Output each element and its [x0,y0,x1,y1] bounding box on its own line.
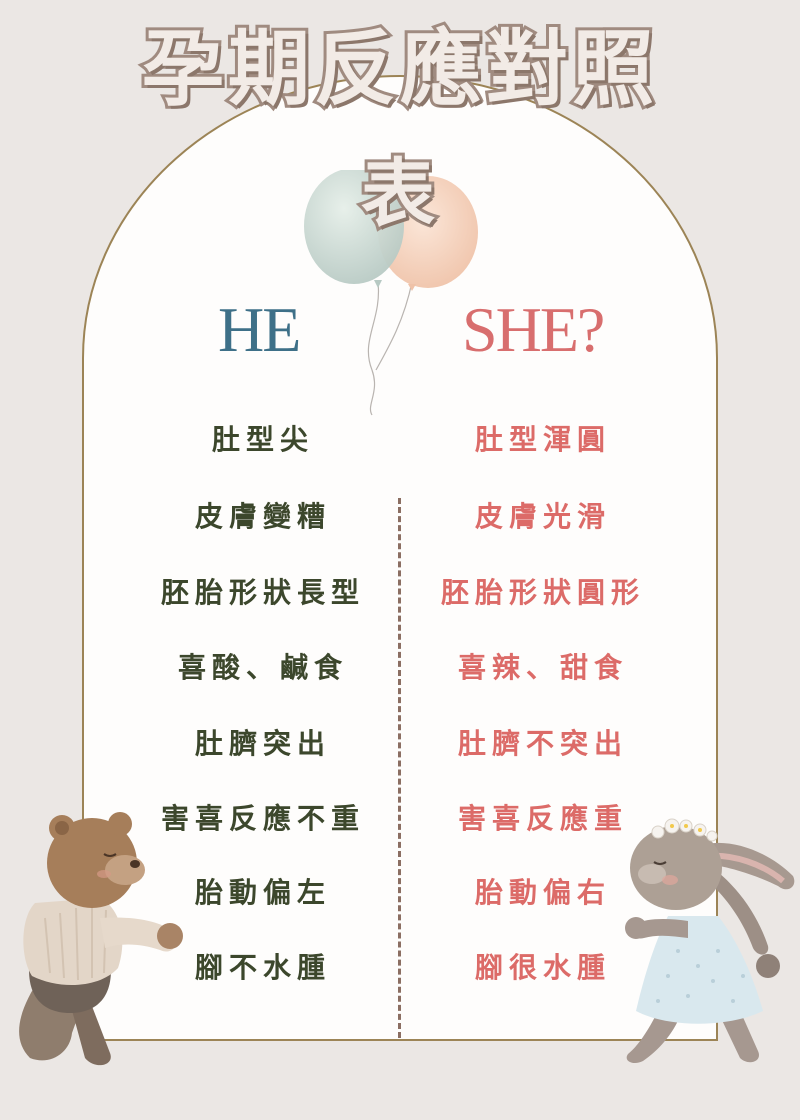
he-item: 腳不水腫 [194,951,331,984]
she-item: 肚臍不突出 [457,727,628,760]
he-item: 胎動偏左 [194,876,331,909]
he-heading: HE [218,294,301,365]
page-title-line-1: 孕期反應對照 [139,19,658,120]
she-item: 肚型渾圓 [474,423,611,456]
page-title-line-2: 表 [358,148,439,240]
he-item: 害喜反應不重 [160,802,365,835]
she-item: 喜辣、甜食 [457,651,628,684]
bunny-illustration [625,818,795,1064]
she-item: 胚胎形狀圓形 [440,576,645,609]
balloons-illustration [304,170,478,416]
she-item: 皮膚光滑 [474,500,611,533]
he-item: 喜酸、鹹食 [177,651,348,684]
she-heading: SHE? [462,294,605,365]
he-item: 肚型尖 [211,423,314,456]
he-item: 肚臍突出 [194,727,331,760]
he-item: 皮膚變糟 [194,500,331,533]
she-item: 害喜反應重 [457,802,628,835]
column-divider [398,498,401,1038]
she-item: 胎動偏右 [474,876,611,909]
she-item: 腳很水腫 [474,951,611,984]
he-item: 胚胎形狀長型 [160,576,365,609]
bear-illustration [19,812,183,1066]
